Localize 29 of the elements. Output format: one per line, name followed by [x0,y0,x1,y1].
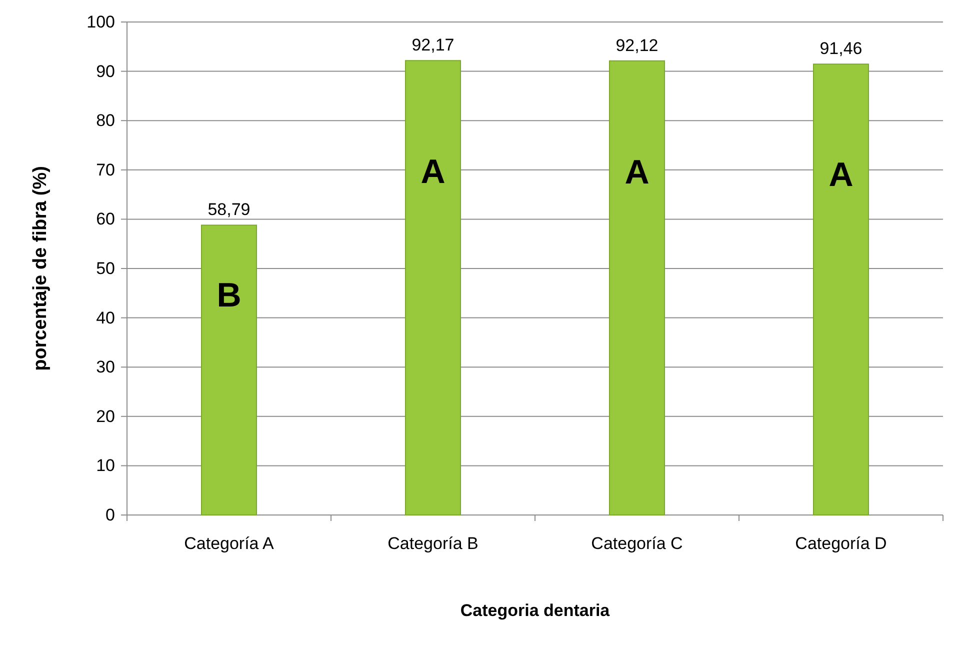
y-tick-label: 40 [96,308,115,328]
x-axis-title: Categoria dentaria [460,601,610,620]
y-tick-label: 30 [96,358,115,377]
bar [609,60,665,516]
y-tick-label: 0 [106,505,115,524]
y-tick-label: 70 [96,160,115,180]
y-tick-label: 10 [96,456,115,476]
x-tick-label: Categoría B [388,534,478,554]
bar [813,64,869,516]
bar [201,224,257,516]
annotation: A [624,153,650,192]
y-tick-label: 50 [96,258,115,278]
y-tick-label: 20 [96,406,115,426]
bar [405,60,461,516]
data-label: 58,79 [208,200,250,220]
y-tick-label: 80 [96,111,115,130]
y-tick-label: 90 [96,62,115,81]
x-tick-label: Categoría A [184,534,275,554]
data-label: 92,12 [616,36,658,55]
annotation: B [216,276,242,315]
annotation: A [420,153,446,192]
data-label: 91,46 [820,39,862,58]
y-tick-label: 60 [96,210,115,229]
data-label: 92,17 [412,36,454,55]
y-axis-title: porcentaje de fibra (%) [30,166,51,371]
x-tick-label: Categoría C [591,534,683,554]
annotation: A [828,156,854,194]
y-tick-label: 100 [86,12,115,32]
x-tick-label: Categoría D [795,534,887,554]
